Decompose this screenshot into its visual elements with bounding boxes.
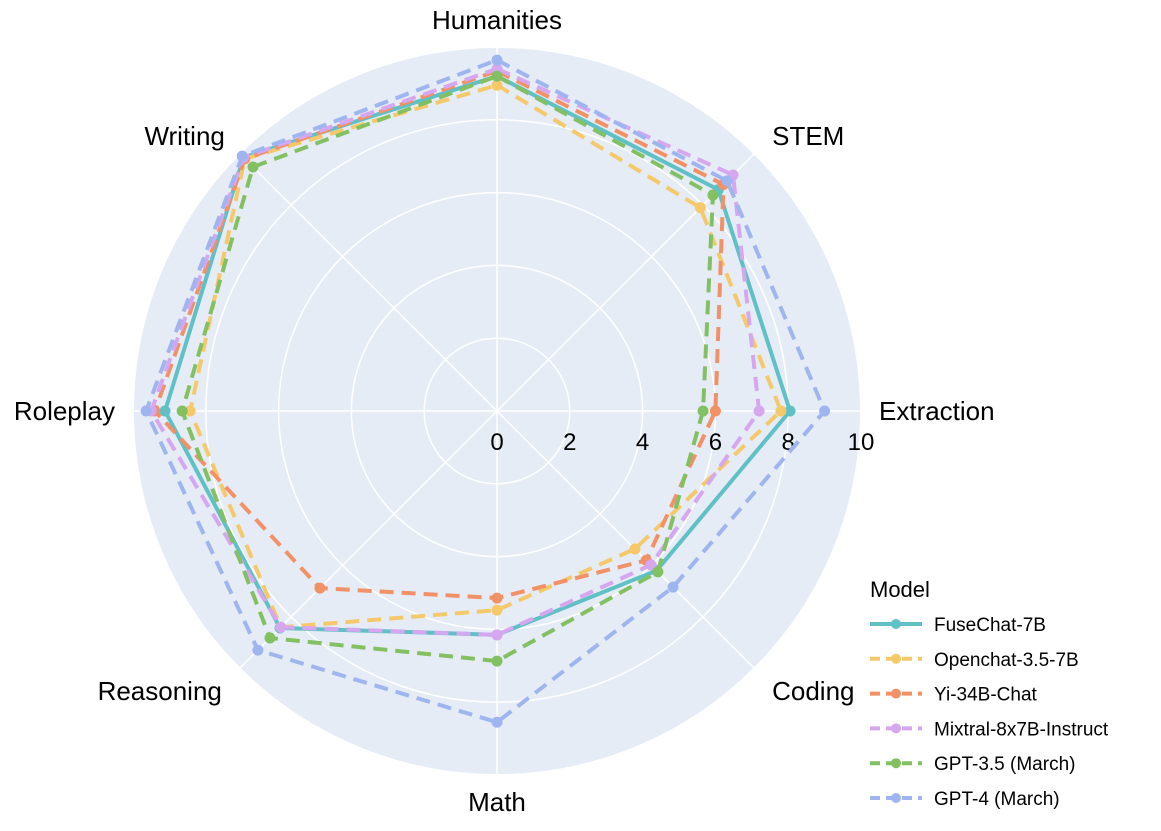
radial-tick-label: 8 — [782, 429, 795, 456]
data-point — [694, 202, 706, 214]
category-label-humanities: Humanities — [432, 5, 562, 35]
legend[interactable]: Model FuseChat-7B Openchat-3.5-7B Yi-34B-C… — [870, 577, 1109, 810]
series-mixtral-8x7b-instruct — [145, 63, 765, 641]
series-gpt-4-march- — [140, 54, 831, 728]
data-point — [709, 405, 721, 417]
legend-label: Mixtral-8x7B-Instruct — [934, 719, 1109, 740]
data-point — [236, 150, 248, 162]
data-point — [491, 592, 503, 604]
polar-grid — [132, 46, 862, 776]
data-point — [707, 189, 719, 201]
radial-tick-label: 4 — [636, 429, 649, 456]
data-point — [491, 79, 503, 91]
legend-item[interactable]: GPT-4 (March) — [870, 789, 1060, 810]
legend-marker — [891, 793, 901, 803]
legend-item[interactable]: Openchat-3.5-7B — [870, 650, 1079, 671]
category-labels: Humanities STEM Extraction Coding Math Reason… — [14, 5, 995, 817]
series-group — [140, 54, 831, 728]
angular-gridline — [496, 410, 755, 669]
data-point — [652, 566, 664, 578]
data-point — [184, 405, 196, 417]
data-point — [784, 405, 796, 417]
legend-label: FuseChat-7B — [934, 615, 1046, 636]
series-line — [188, 83, 783, 630]
series-line — [180, 74, 715, 664]
legend-item[interactable]: Mixtral-8x7B-Instruct — [870, 719, 1109, 740]
data-point — [721, 175, 733, 187]
radial-tick-label: 0 — [490, 429, 503, 456]
legend-label: Yi-34B-Chat — [934, 685, 1038, 706]
legend-label: GPT-3.5 (March) — [934, 754, 1075, 775]
legend-label: Openchat-3.5-7B — [934, 650, 1079, 671]
radial-tick-label: 2 — [563, 429, 576, 456]
data-point — [645, 559, 657, 571]
data-point — [491, 54, 503, 66]
data-point — [314, 582, 326, 594]
data-point — [264, 632, 276, 644]
data-point — [252, 644, 264, 656]
data-point — [491, 70, 503, 82]
data-point — [275, 621, 287, 633]
series-gpt-3-5-march- — [176, 70, 719, 667]
data-point — [491, 629, 503, 641]
data-point — [819, 405, 831, 417]
data-point — [491, 716, 503, 728]
legend-marker — [891, 619, 901, 629]
category-label-writing: Writing — [144, 121, 224, 151]
angular-gridline — [239, 153, 498, 412]
data-point — [667, 581, 679, 593]
series-line — [149, 66, 762, 637]
legend-item[interactable]: GPT-3.5 (March) — [870, 754, 1075, 775]
legend-label: GPT-4 (March) — [934, 789, 1060, 810]
data-point — [775, 405, 787, 417]
data-point — [697, 405, 709, 417]
category-label-math: Math — [468, 787, 526, 817]
legend-marker — [891, 653, 901, 664]
legend-title: Model — [870, 577, 930, 602]
category-label-coding: Coding — [772, 676, 854, 706]
category-label-roleplay: Roleplay — [14, 396, 115, 426]
legend-item[interactable]: FuseChat-7B — [870, 615, 1046, 636]
data-point — [629, 543, 641, 555]
category-label-reasoning: Reasoning — [98, 676, 222, 706]
category-label-stem: STEM — [772, 121, 844, 151]
radial-tick-label: 6 — [709, 429, 722, 456]
data-point — [491, 655, 503, 667]
category-label-extraction: Extraction — [879, 396, 995, 426]
series-line — [144, 58, 827, 725]
radial-tick-label: 10 — [848, 429, 875, 456]
legend-item[interactable]: Yi-34B-Chat — [870, 685, 1038, 706]
data-point — [753, 405, 765, 417]
legend-marker — [891, 723, 901, 734]
data-point — [491, 604, 503, 616]
data-point — [176, 405, 188, 417]
data-point — [247, 161, 259, 173]
data-point — [159, 405, 171, 417]
data-point — [140, 405, 152, 417]
legend-marker — [891, 688, 901, 699]
legend-marker — [891, 758, 901, 769]
